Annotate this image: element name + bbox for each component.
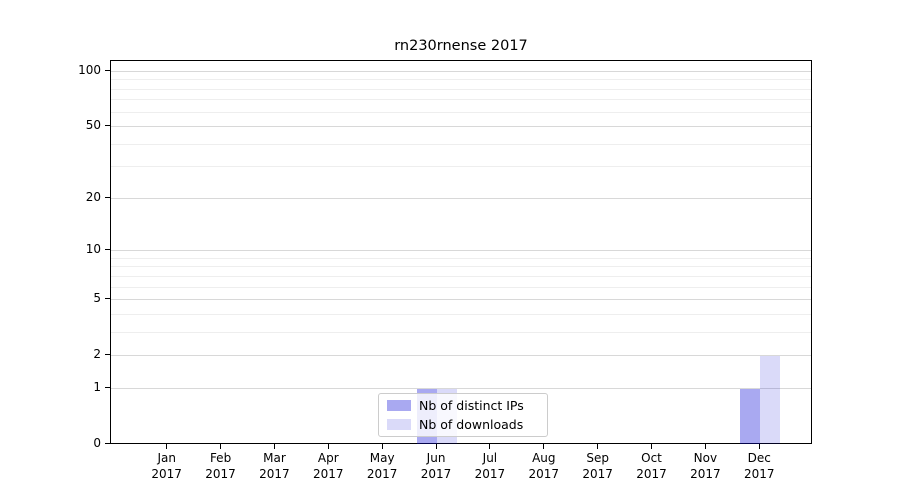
- legend-label: Nb of distinct IPs: [419, 398, 524, 414]
- legend-row: Nb of downloads: [387, 417, 539, 433]
- minor-gridline: [111, 143, 811, 145]
- y-tick-label: 0: [93, 436, 101, 450]
- x-tick-label: Jul 2017: [474, 451, 506, 481]
- major-gridline: [111, 250, 811, 252]
- major-gridline: [111, 197, 811, 199]
- bar-downloads: [760, 356, 781, 444]
- minor-gridline: [111, 331, 811, 333]
- y-tick-mark: [105, 249, 110, 251]
- major-gridline: [111, 387, 811, 389]
- x-tick-mark: [489, 444, 491, 449]
- y-tick-label: 20: [85, 189, 101, 204]
- y-tick-mark: [105, 69, 110, 71]
- x-tick-mark: [220, 444, 222, 449]
- minor-gridline: [111, 111, 811, 113]
- x-tick-label: Nov 2017: [690, 451, 721, 481]
- x-tick-label: Feb 2017: [205, 451, 236, 481]
- x-tick-label: Jan 2017: [151, 451, 182, 481]
- minor-gridline: [111, 79, 811, 81]
- y-tick-mark: [105, 125, 110, 127]
- x-tick-label: Apr 2017: [313, 451, 344, 481]
- plot-area: [110, 60, 812, 444]
- legend-swatch-downloads: [387, 418, 411, 430]
- x-tick-mark: [166, 444, 168, 449]
- minor-gridline: [111, 266, 811, 268]
- major-gridline: [111, 126, 811, 128]
- minor-gridline: [111, 313, 811, 315]
- x-tick-mark: [435, 444, 437, 449]
- bar-distinct-ips: [740, 388, 761, 444]
- legend-row: Nb of distinct IPs: [387, 398, 539, 414]
- x-tick-mark: [543, 444, 545, 449]
- x-tick-mark: [597, 444, 599, 449]
- minor-gridline: [111, 166, 811, 168]
- y-tick-label: 100: [78, 62, 101, 77]
- y-tick-mark: [105, 386, 110, 388]
- y-tick-label: 50: [85, 118, 101, 133]
- y-tick-mark: [105, 196, 110, 198]
- y-tick-mark: [105, 443, 110, 444]
- y-tick-mark: [105, 354, 110, 356]
- x-tick-mark: [758, 444, 760, 449]
- minor-gridline: [111, 88, 811, 90]
- legend-swatch-distinct-ips: [387, 400, 411, 412]
- chart-title: rn230rnense 2017: [394, 38, 528, 54]
- major-gridline: [111, 355, 811, 357]
- x-tick-mark: [704, 444, 706, 449]
- legend-label: Nb of downloads: [419, 416, 524, 432]
- legend: Nb of distinct IPs Nb of downloads: [378, 393, 548, 437]
- y-tick-label: 10: [85, 242, 101, 257]
- minor-gridline: [111, 257, 811, 259]
- minor-gridline: [111, 99, 811, 101]
- minor-gridline: [111, 286, 811, 288]
- x-tick-label: Jun 2017: [420, 451, 452, 481]
- x-tick-mark: [327, 444, 329, 449]
- x-tick-mark: [273, 444, 275, 449]
- x-tick-label: May 2017: [366, 451, 398, 481]
- x-tick-label: Mar 2017: [259, 451, 290, 481]
- y-tick-mark: [105, 298, 110, 300]
- x-tick-mark: [651, 444, 653, 449]
- x-tick-label: Sep 2017: [582, 451, 613, 481]
- major-gridline: [111, 70, 811, 72]
- x-tick-mark: [381, 444, 383, 449]
- y-tick-label: 1: [93, 379, 101, 394]
- major-gridline: [111, 299, 811, 301]
- y-tick-label: 5: [93, 291, 101, 306]
- x-tick-label: Aug 2017: [528, 451, 560, 481]
- minor-gridline: [111, 275, 811, 277]
- x-tick-label: Dec 2017: [743, 451, 775, 481]
- x-tick-label: Oct 2017: [636, 451, 667, 481]
- y-tick-label: 2: [93, 347, 101, 362]
